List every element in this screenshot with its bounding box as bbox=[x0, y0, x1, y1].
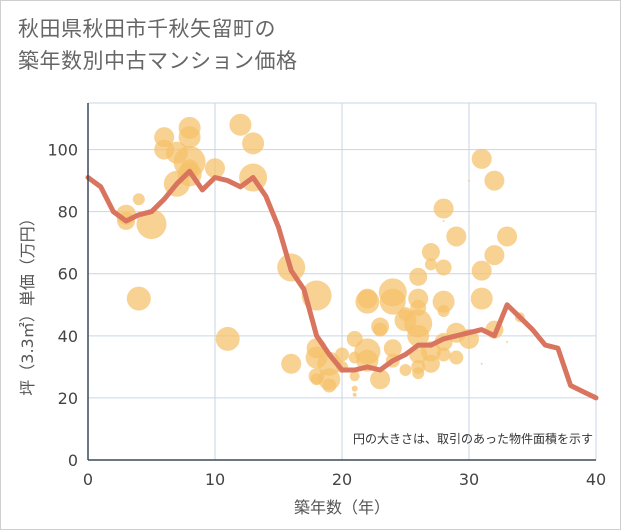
data-bubble bbox=[136, 209, 167, 240]
average-price-line bbox=[85, 168, 599, 401]
data-bubble bbox=[399, 363, 412, 376]
data-bubble bbox=[322, 378, 337, 393]
title-line-1: 秋田県秋田市千秋矢留町の bbox=[18, 17, 276, 41]
data-bubble bbox=[379, 288, 406, 315]
data-bubble bbox=[446, 226, 467, 247]
data-bubble bbox=[281, 353, 302, 374]
data-bubble bbox=[126, 286, 151, 311]
data-bubble bbox=[383, 339, 402, 358]
data-bubble bbox=[470, 287, 493, 310]
data-bubble bbox=[471, 148, 492, 169]
y-tick-labels: 0 20 40 60 80 100 bbox=[47, 141, 78, 470]
data-bubble bbox=[352, 392, 357, 397]
bubbles bbox=[116, 113, 525, 397]
y-tick-label: 40 bbox=[58, 327, 78, 346]
x-tick-label: 0 bbox=[83, 470, 93, 489]
data-bubble bbox=[178, 126, 201, 149]
y-tick-label: 0 bbox=[68, 451, 78, 470]
data-bubble bbox=[205, 158, 225, 179]
data-bubble bbox=[471, 260, 492, 281]
data-bubble bbox=[424, 258, 437, 271]
data-bubble bbox=[132, 193, 145, 206]
data-bubble bbox=[435, 259, 452, 276]
data-bubble bbox=[355, 289, 380, 314]
data-bubble bbox=[484, 170, 505, 191]
x-tick-label: 40 bbox=[586, 470, 606, 489]
title-line-2: 築年数別中古マンション価格 bbox=[18, 49, 298, 73]
data-bubble bbox=[433, 198, 454, 219]
data-bubble bbox=[409, 267, 428, 286]
data-bubble bbox=[437, 304, 450, 317]
data-bubble bbox=[497, 226, 518, 247]
x-tick-label: 30 bbox=[459, 470, 479, 489]
x-tick-labels: 0 10 20 30 40 bbox=[83, 470, 606, 489]
data-bubble bbox=[436, 347, 451, 362]
x-tick-label: 10 bbox=[205, 470, 225, 489]
data-bubble bbox=[370, 369, 391, 390]
data-bubble bbox=[229, 113, 252, 136]
data-bubble bbox=[407, 324, 430, 347]
data-bubble bbox=[349, 371, 360, 382]
data-bubble bbox=[480, 362, 483, 365]
y-tick-label: 100 bbox=[47, 141, 78, 160]
data-bubble bbox=[468, 179, 470, 182]
data-bubble bbox=[335, 347, 349, 362]
data-bubble bbox=[442, 219, 445, 222]
data-bubble bbox=[484, 245, 505, 266]
data-bubble bbox=[351, 385, 358, 392]
y-tick-label: 60 bbox=[58, 265, 78, 284]
y-tick-label: 80 bbox=[58, 203, 78, 222]
data-bubble bbox=[449, 350, 464, 365]
y-axis-label: 坪（3.3㎡）単価（万円） bbox=[18, 210, 37, 395]
x-tick-label: 20 bbox=[332, 470, 352, 489]
axes bbox=[87, 103, 596, 461]
data-bubble bbox=[317, 351, 342, 376]
data-bubble bbox=[421, 243, 440, 262]
grid bbox=[88, 102, 597, 460]
x-axis-label: 築年数（年） bbox=[294, 498, 390, 517]
y-tick-label: 20 bbox=[58, 389, 78, 408]
chart-title: 秋田県秋田市千秋矢留町の 築年数別中古マンション価格 bbox=[18, 13, 578, 77]
data-bubble bbox=[215, 326, 240, 351]
data-bubble bbox=[242, 132, 265, 155]
data-bubble bbox=[432, 290, 455, 313]
size-note: 円の大きさは、取引のあった物件面積を示す bbox=[353, 431, 593, 446]
data-bubble bbox=[412, 367, 425, 380]
data-bubble bbox=[373, 322, 388, 337]
data-bubble bbox=[506, 341, 509, 344]
data-bubble bbox=[421, 354, 440, 373]
